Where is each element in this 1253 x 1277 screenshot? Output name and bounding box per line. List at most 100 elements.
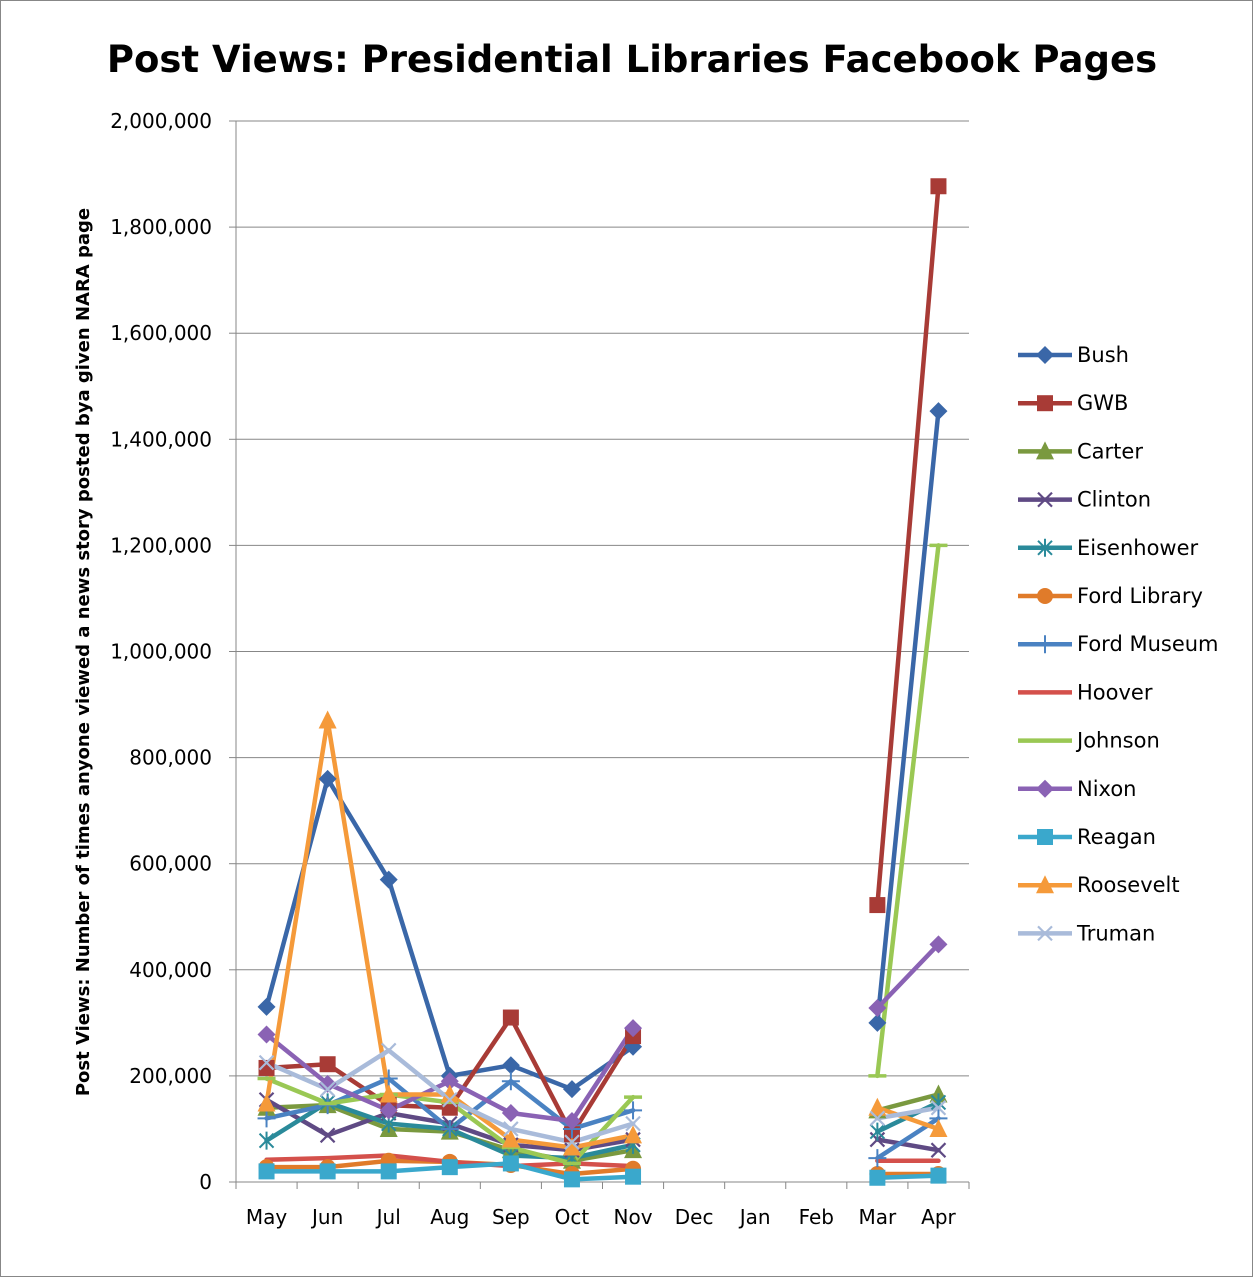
gridlines	[229, 120, 969, 1183]
data-point-roosevelt	[318, 710, 337, 729]
data-point-truman	[625, 1115, 641, 1132]
x-tick-label: Oct	[555, 1205, 590, 1229]
data-point-truman	[930, 1099, 947, 1116]
series-line-bush	[264, 776, 636, 1092]
series-line-reagan	[875, 1173, 941, 1181]
data-point-ford-museum	[440, 1119, 459, 1138]
data-point-clinton	[930, 1142, 947, 1158]
data-point-nixon	[318, 1074, 337, 1093]
data-point-eisenhower	[869, 1122, 886, 1141]
series-line-carter	[875, 1092, 941, 1113]
data-point-roosevelt	[440, 1084, 459, 1103]
legend-label-gwb: GWB	[1077, 391, 1128, 415]
y-axis-label: Post Views: Number of times anyone viewe…	[73, 208, 94, 1096]
data-point-bush	[318, 769, 337, 788]
legend-marker-carter	[1036, 441, 1054, 460]
data-point-truman	[319, 1081, 336, 1097]
data-point-roosevelt	[929, 1118, 948, 1137]
legend-label-carter: Carter	[1077, 439, 1143, 463]
series-line-johnson	[875, 543, 941, 1079]
data-point-roosevelt	[624, 1125, 643, 1144]
data-point-roosevelt	[379, 1084, 398, 1103]
legend-label-roosevelt: Roosevelt	[1077, 873, 1180, 897]
data-point-nixon	[868, 998, 887, 1017]
legend-marker-nixon	[1036, 779, 1054, 798]
legend-marker-reagan	[1037, 829, 1053, 845]
data-point-reagan	[563, 1171, 580, 1188]
x-tick-labels: May Jun Jul Aug Sep Oct Nov Dec Jan Feb Mar Apr	[246, 1205, 957, 1229]
data-point-truman	[503, 1121, 519, 1137]
data-point-gwb	[319, 1056, 336, 1073]
x-tick-label: Dec	[675, 1205, 714, 1229]
data-point-roosevelt	[257, 1093, 276, 1112]
legend-marker-ford-museum	[1036, 635, 1054, 654]
legend-marker-eisenhower	[1037, 538, 1053, 557]
data-point-reagan	[869, 1169, 886, 1186]
data-point-gwb	[869, 897, 886, 914]
x-tick-label: Nov	[614, 1205, 653, 1229]
series-lines	[264, 184, 941, 1182]
data-point-gwb	[502, 1009, 519, 1026]
y-tick-label: 1,800,000	[110, 215, 212, 239]
x-tick-label: May	[246, 1205, 288, 1229]
x-tick-label: Jun	[310, 1205, 343, 1229]
data-point-roosevelt	[562, 1137, 581, 1156]
y-tick-label: 1,400,000	[110, 427, 212, 451]
data-point-truman	[869, 1110, 886, 1127]
y-tick-label: 2,000,000	[110, 109, 212, 133]
data-point-bush	[379, 870, 398, 889]
y-tick-labels: 0 200,000 400,000 600,000 800,000 1,000,000 1,…	[110, 109, 212, 1194]
data-point-clinton	[319, 1127, 336, 1144]
legend-marker-ford-library	[1037, 588, 1053, 604]
y-tick-label: 1,000,000	[110, 640, 212, 664]
data-point-reagan	[441, 1159, 458, 1176]
data-point-reagan	[930, 1167, 947, 1184]
x-tick-label: Mar	[859, 1205, 898, 1229]
data-point-ford-museum	[624, 1101, 643, 1120]
y-tick-label: 200,000	[129, 1064, 212, 1088]
x-tick-label: Sep	[492, 1205, 530, 1229]
data-point-nixon	[440, 1072, 459, 1091]
legend-label-ford-museum: Ford Museum	[1077, 632, 1219, 656]
data-point-bush	[562, 1080, 581, 1099]
data-point-bush	[929, 402, 948, 421]
legend-marker-clinton	[1037, 491, 1053, 508]
y-tick-label: 400,000	[129, 958, 212, 982]
legend: Bush GWB Carter Clinton Eisenhower Ford Libra…	[1018, 343, 1219, 945]
legend-label-johnson: Johnson	[1075, 729, 1160, 753]
data-point-ford-museum	[868, 1149, 887, 1168]
legend-label-bush: Bush	[1077, 343, 1129, 367]
data-point-nixon	[624, 1019, 643, 1038]
legend-marker-bush	[1036, 346, 1054, 364]
data-point-ford-museum	[257, 1109, 276, 1128]
series-line-bush	[875, 408, 941, 1026]
data-point-reagan	[380, 1163, 397, 1180]
data-point-reagan	[319, 1163, 336, 1180]
data-point-nixon	[929, 935, 948, 954]
data-point-bush	[868, 1013, 887, 1032]
x-tick-label: Aug	[430, 1205, 469, 1229]
series-line-truman	[875, 1105, 941, 1121]
data-point-nixon	[562, 1111, 581, 1130]
data-point-truman	[442, 1091, 458, 1108]
y-tick-label: 0	[199, 1170, 212, 1194]
data-point-roosevelt	[501, 1129, 520, 1148]
series-markers	[257, 178, 948, 1188]
x-tick-label: Feb	[799, 1205, 834, 1229]
legend-label-eisenhower: Eisenhower	[1077, 536, 1199, 560]
legend-label-nixon: Nixon	[1077, 777, 1136, 801]
chart-title: Post Views: Presidential Libraries Faceb…	[107, 38, 1157, 81]
data-point-reagan	[258, 1163, 275, 1180]
data-point-reagan	[502, 1155, 519, 1172]
data-point-nixon	[379, 1101, 398, 1120]
data-point-truman	[258, 1054, 275, 1071]
legend-label-reagan: Reagan	[1077, 825, 1156, 849]
y-tick-label: 800,000	[129, 746, 212, 770]
axes	[235, 121, 970, 1189]
data-point-ford-museum	[501, 1072, 520, 1091]
y-tick-label: 1,600,000	[110, 321, 212, 345]
series-line-clinton	[875, 1137, 941, 1153]
x-tick-label: Apr	[921, 1205, 956, 1229]
series-line-roosevelt	[875, 1105, 941, 1132]
legend-marker-roosevelt	[1036, 875, 1054, 894]
